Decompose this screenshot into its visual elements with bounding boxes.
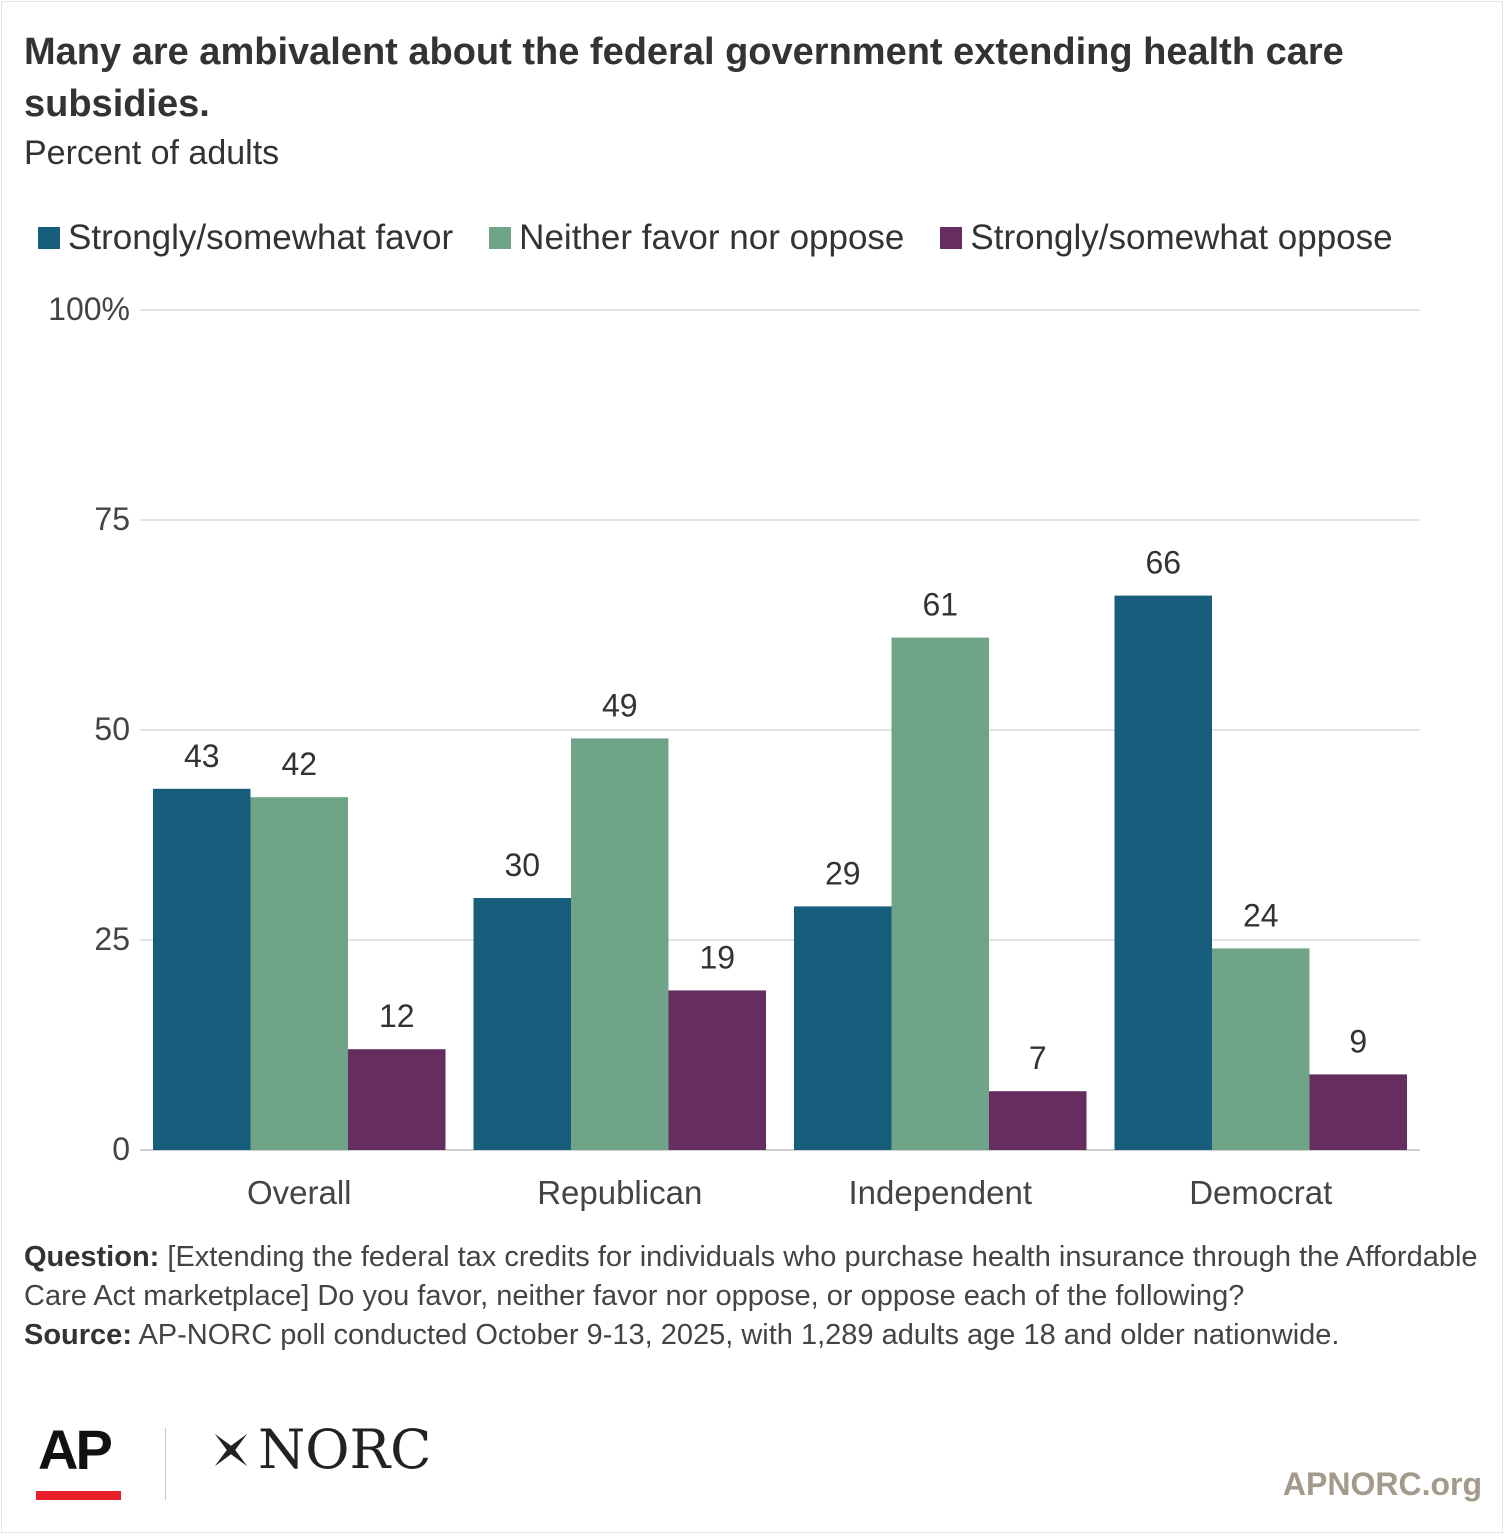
bar (153, 788, 251, 1150)
source-text: AP-NORC poll conducted October 9-13, 202… (138, 1319, 1340, 1351)
x-tick-label: Independent (848, 1174, 1032, 1211)
data-label: 9 (1349, 1023, 1367, 1059)
bar-chart: 0 25 50 75 100% 43 42 12 Overall 30 49 19 Republican… (48, 291, 1420, 1211)
legend-label-oppose: Strongly/somewhat oppose (970, 218, 1393, 257)
bar (348, 1049, 446, 1150)
bar (794, 906, 892, 1150)
legend-item-favor: Strongly/somewhat favor (38, 218, 453, 258)
question-note: Question: [Extending the federal tax cre… (24, 1238, 1494, 1316)
question-label: Question: (24, 1241, 160, 1273)
x-tick-label: Democrat (1189, 1174, 1332, 1211)
data-label: 49 (602, 687, 638, 723)
ap-logo-underline (36, 1491, 121, 1500)
y-tick-label: 75 (94, 501, 130, 537)
logo-divider (165, 1428, 166, 1500)
site-link[interactable]: APNORC.org (1282, 1466, 1482, 1502)
legend: Strongly/somewhat favor Neither favor no… (38, 216, 1393, 260)
legend-label-neither: Neither favor nor oppose (519, 218, 905, 257)
y-tick-label: 50 (94, 711, 130, 747)
data-label: 42 (281, 746, 317, 782)
y-tick-label: 100% (48, 291, 130, 327)
legend-swatch-favor (38, 227, 60, 249)
legend-item-neither: Neither favor nor oppose (489, 218, 904, 258)
chart-subtitle: Percent of adults (24, 134, 280, 172)
bar (1212, 948, 1310, 1150)
source-note: Source: AP-NORC poll conducted October 9… (24, 1316, 1494, 1355)
bar (891, 637, 989, 1150)
bar (1309, 1074, 1407, 1150)
bar (668, 990, 766, 1150)
bar (989, 1091, 1087, 1150)
legend-label-favor: Strongly/somewhat favor (68, 218, 454, 257)
bar (250, 797, 348, 1150)
data-label: 12 (379, 998, 415, 1034)
data-label: 66 (1145, 545, 1181, 581)
question-text: [Extending the federal tax credits for i… (24, 1241, 1478, 1312)
data-label: 61 (922, 587, 958, 623)
bar (473, 898, 571, 1150)
x-tick-label: Republican (537, 1174, 702, 1211)
norc-star-icon (214, 1433, 248, 1467)
chart-notes: Question: [Extending the federal tax cre… (24, 1238, 1494, 1355)
source-label: Source: (24, 1319, 132, 1351)
data-label: 29 (825, 855, 861, 891)
legend-swatch-neither (489, 227, 512, 249)
ap-logo: AP (38, 1418, 113, 1481)
legend-item-oppose: Strongly/somewhat oppose (940, 218, 1393, 258)
legend-swatch-oppose (940, 227, 963, 249)
bar (571, 738, 669, 1150)
norc-logo-text: NORC (258, 1418, 432, 1481)
chart-title: Many are ambivalent about the federal go… (24, 31, 1344, 125)
data-label: 19 (699, 939, 735, 975)
data-label: 30 (504, 847, 540, 883)
data-label: 43 (184, 738, 220, 774)
data-label: 7 (1029, 1040, 1047, 1076)
bar (1114, 595, 1212, 1150)
y-tick-label: 25 (94, 921, 130, 957)
data-label: 24 (1243, 897, 1279, 933)
y-tick-label: 0 (112, 1131, 130, 1167)
x-tick-label: Overall (247, 1174, 352, 1211)
norc-logo: NORC (206, 1418, 432, 1482)
